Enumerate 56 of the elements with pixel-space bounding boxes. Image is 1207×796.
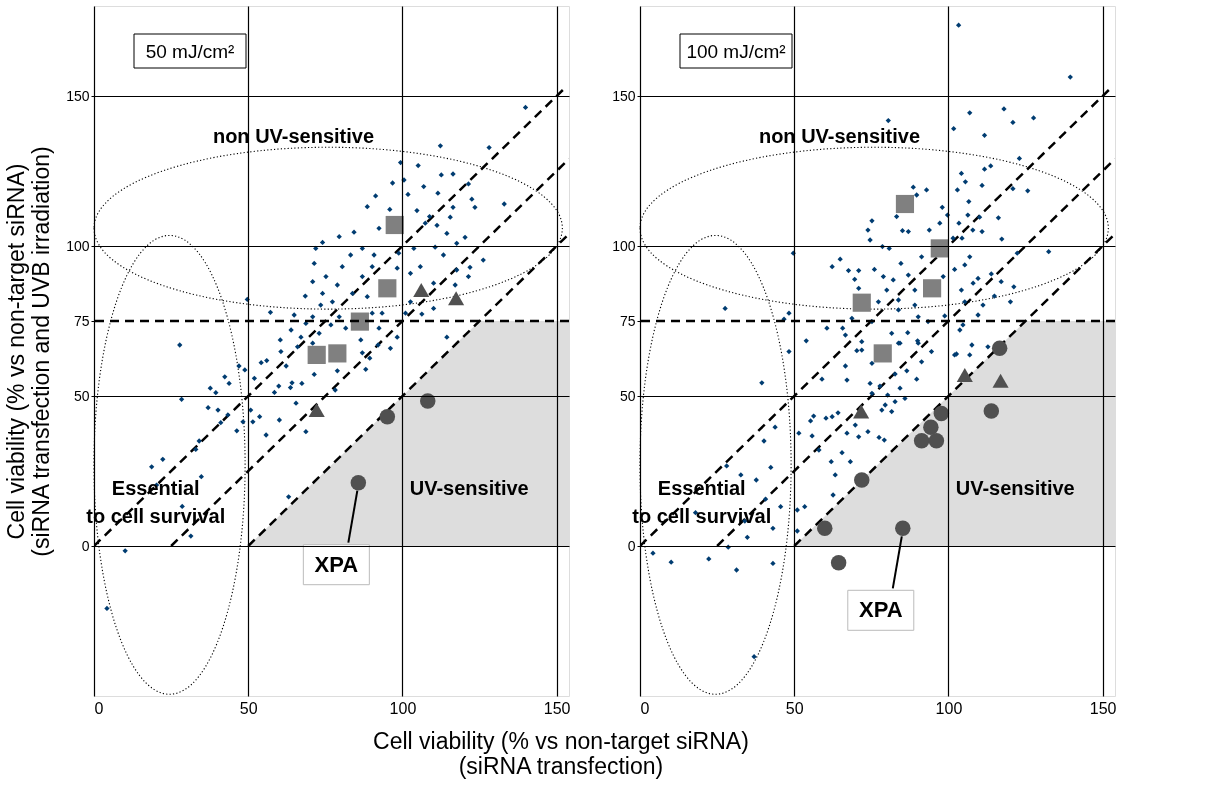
annotation: non UV-sensitive bbox=[758, 125, 921, 148]
point bbox=[991, 340, 1008, 357]
x-tick-label: 0 bbox=[640, 699, 650, 717]
point bbox=[923, 419, 939, 435]
point bbox=[933, 405, 950, 422]
y-tick-label: 150 bbox=[66, 87, 90, 104]
point bbox=[873, 344, 892, 363]
annotation: UV-sensitive bbox=[955, 477, 1075, 499]
point bbox=[854, 472, 870, 488]
x-tick-label: 50 bbox=[239, 699, 258, 717]
point bbox=[923, 279, 942, 298]
y-tick-label: 75 bbox=[73, 312, 90, 329]
x-tick-label: 150 bbox=[1089, 699, 1117, 717]
y-tick-label: 50 bbox=[619, 387, 636, 404]
text: 100 mJ/cm² bbox=[686, 41, 786, 62]
point bbox=[913, 432, 930, 449]
text: 50 mJ/cm² bbox=[145, 41, 235, 62]
y-tick-label: 50 bbox=[73, 387, 90, 404]
point bbox=[983, 403, 1000, 419]
point bbox=[817, 520, 833, 537]
x-tick-label: 50 bbox=[785, 699, 804, 717]
point bbox=[853, 404, 870, 419]
y-axis-title: Cell viability (% vs non-target siRNA) (siRNA transfection and UVB irradiation) bbox=[3, 146, 55, 557]
y-tick-label: 150 bbox=[612, 87, 636, 104]
point bbox=[928, 432, 945, 449]
point bbox=[350, 312, 369, 331]
y-tick-label: 0 bbox=[627, 537, 636, 554]
annotation: XPA bbox=[858, 597, 903, 623]
point bbox=[448, 291, 465, 306]
y-tick-label: 75 bbox=[619, 312, 636, 329]
point bbox=[378, 279, 397, 298]
annotation: UV-sensitive bbox=[409, 477, 529, 499]
point bbox=[307, 345, 326, 364]
point bbox=[379, 408, 396, 425]
point bbox=[895, 194, 915, 214]
point bbox=[895, 520, 911, 537]
x-tick-label: 150 bbox=[543, 699, 571, 717]
point bbox=[852, 293, 871, 312]
x-axis-title: Cell viability (% vs non-target siRNA) (siRNA transfection) bbox=[373, 727, 749, 779]
y-tick-label: 100 bbox=[612, 237, 636, 254]
x-tick-label: 100 bbox=[389, 699, 417, 717]
annotation: non UV-sensitive bbox=[212, 125, 375, 148]
y-tick-label: 0 bbox=[81, 537, 90, 554]
annotation: XPA bbox=[314, 551, 359, 577]
point bbox=[992, 373, 1009, 388]
point bbox=[956, 368, 973, 382]
x-tick-label: 0 bbox=[94, 699, 104, 717]
point bbox=[308, 403, 325, 418]
point bbox=[419, 393, 436, 409]
point bbox=[385, 215, 404, 235]
point bbox=[830, 555, 847, 571]
point bbox=[413, 283, 430, 298]
point bbox=[328, 344, 347, 363]
y-tick-label: 100 bbox=[66, 237, 90, 254]
x-tick-label: 100 bbox=[935, 699, 963, 717]
point bbox=[350, 474, 367, 491]
